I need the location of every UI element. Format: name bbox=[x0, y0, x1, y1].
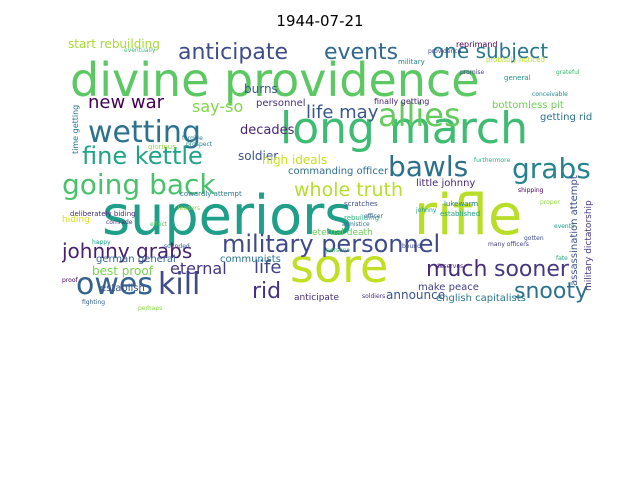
word-assassination-attempt: assassination attempt bbox=[569, 175, 580, 286]
word-comrade: comrade bbox=[106, 219, 133, 226]
word-getting-rid: getting rid bbox=[540, 112, 592, 123]
word-english-capitalists: english capitalists bbox=[436, 293, 526, 304]
word-going-back: going back bbox=[62, 168, 216, 201]
word-life-may: life may bbox=[306, 102, 379, 123]
word-wetting: wetting bbox=[88, 115, 201, 150]
word-little-johnny: little johnny bbox=[416, 178, 475, 189]
word-bound: bound bbox=[402, 243, 421, 250]
word-eventually: eventually bbox=[124, 47, 156, 54]
word-proof: proof bbox=[62, 277, 78, 284]
word-glorious: glorious bbox=[148, 143, 176, 151]
word-life: life bbox=[254, 257, 281, 278]
word-finally-getting: finally getting bbox=[374, 97, 429, 106]
chart-title: 1944-07-21 bbox=[276, 12, 364, 30]
word-military-dictatorship: military dictatorship bbox=[584, 200, 594, 291]
word-probably-noticed: probably noticed bbox=[486, 56, 545, 64]
word-burns: burns bbox=[244, 82, 278, 96]
word-officer: officer bbox=[364, 213, 383, 220]
word-events: events bbox=[554, 223, 574, 230]
word-promise: promise bbox=[460, 69, 484, 76]
word-rebuilding: rebuilding bbox=[344, 214, 379, 222]
word-start-rebuilding: start rebuilding bbox=[68, 37, 160, 51]
word-shipping: shipping bbox=[518, 187, 544, 194]
word-make-peace: make peace bbox=[418, 282, 479, 293]
word-deliberately-biding: deliberately biding bbox=[70, 210, 136, 218]
word-announce: announce bbox=[386, 288, 445, 302]
word-anticipate: anticipate bbox=[178, 40, 288, 65]
word-one-subject: one subject bbox=[432, 39, 548, 63]
word-german-general: german general bbox=[96, 254, 176, 265]
word-fate: fate bbox=[556, 255, 568, 262]
word-deserves: deserves bbox=[436, 263, 463, 270]
word-sore: sore bbox=[290, 239, 388, 293]
word-high-ideals: high ideals bbox=[262, 153, 327, 167]
word-johnny: johnny bbox=[415, 207, 437, 214]
word-proper: proper bbox=[540, 199, 560, 206]
word-persons: persons bbox=[326, 247, 350, 254]
word-scratches: scratches bbox=[344, 200, 378, 208]
word-happy: happy bbox=[92, 239, 111, 246]
word-johnny-grabs: johnny grabs bbox=[62, 239, 192, 263]
word-providence: providence bbox=[428, 48, 462, 55]
word-anticipate: anticipate bbox=[294, 293, 339, 303]
word-bottomless-pit: bottomless pit bbox=[492, 100, 564, 111]
word-snooty: snooty bbox=[514, 279, 588, 304]
word-best-proof: best proof bbox=[92, 264, 154, 278]
word-decades: decades bbox=[240, 123, 295, 138]
word-whole-truth: whole truth bbox=[294, 179, 403, 201]
word-cowardly-attempt: cowardly attempt bbox=[180, 190, 242, 198]
word-forgive: forgive bbox=[182, 135, 203, 142]
word-divine-providence: divine providence bbox=[70, 53, 480, 107]
word-eternal: eternal bbox=[170, 259, 227, 278]
word-eternal-death: eternal death bbox=[312, 228, 373, 238]
word-reprimand: reprimand bbox=[456, 40, 497, 49]
word-soldier: soldier bbox=[238, 149, 278, 163]
word-new-war: new war bbox=[88, 92, 165, 113]
word-soldiers: soldiers bbox=[362, 293, 385, 300]
word-say-so: say-so bbox=[192, 97, 243, 116]
word-military-personnel: military personnel bbox=[222, 230, 440, 258]
word-events: events bbox=[324, 40, 398, 65]
word-rid: rid bbox=[252, 279, 281, 304]
word-establish: establish bbox=[100, 283, 145, 294]
word-gotten: gotten bbox=[524, 235, 544, 242]
word-time-getting: time getting bbox=[71, 105, 80, 154]
word-grateful: grateful bbox=[556, 69, 580, 76]
word-prospect: prospect bbox=[186, 141, 213, 148]
word-bawls: bawls bbox=[388, 150, 468, 183]
word-long-march: long march bbox=[280, 103, 528, 154]
word-fighting: fighting bbox=[82, 299, 105, 306]
word-grabs: grabs bbox=[512, 152, 591, 185]
word-communists: communists bbox=[220, 254, 281, 265]
word-much: much bbox=[426, 257, 487, 282]
word-fine-kettle: fine kettle bbox=[82, 142, 203, 170]
word-established: established bbox=[440, 210, 480, 218]
word-sooner: sooner bbox=[494, 257, 570, 282]
word-sounded: sounded bbox=[164, 243, 190, 250]
word-many-officers: many officers bbox=[488, 241, 529, 248]
word-general: general bbox=[504, 74, 531, 82]
word-perhaps: perhaps bbox=[138, 305, 162, 312]
word-armistice: armistice bbox=[342, 221, 370, 228]
word-conceivable: conceivable bbox=[532, 91, 568, 98]
word-kill: kill bbox=[158, 267, 200, 302]
word-lukewarm: lukewarm bbox=[444, 200, 478, 208]
word-allies: allies bbox=[378, 96, 461, 134]
word-military: military bbox=[398, 58, 425, 66]
word-superiors: superiors bbox=[102, 184, 352, 247]
word-hiding: hiding bbox=[62, 215, 90, 225]
word-owes: owes bbox=[76, 267, 153, 302]
word-rifle: rifle bbox=[414, 183, 522, 248]
word-leaders: leaders bbox=[178, 205, 200, 212]
word-commanding-officer: commanding officer bbox=[288, 166, 389, 177]
word-furthermore: furthermore bbox=[474, 157, 510, 164]
word-personnel: personnel bbox=[256, 98, 306, 109]
word-effect: effect bbox=[150, 221, 168, 228]
